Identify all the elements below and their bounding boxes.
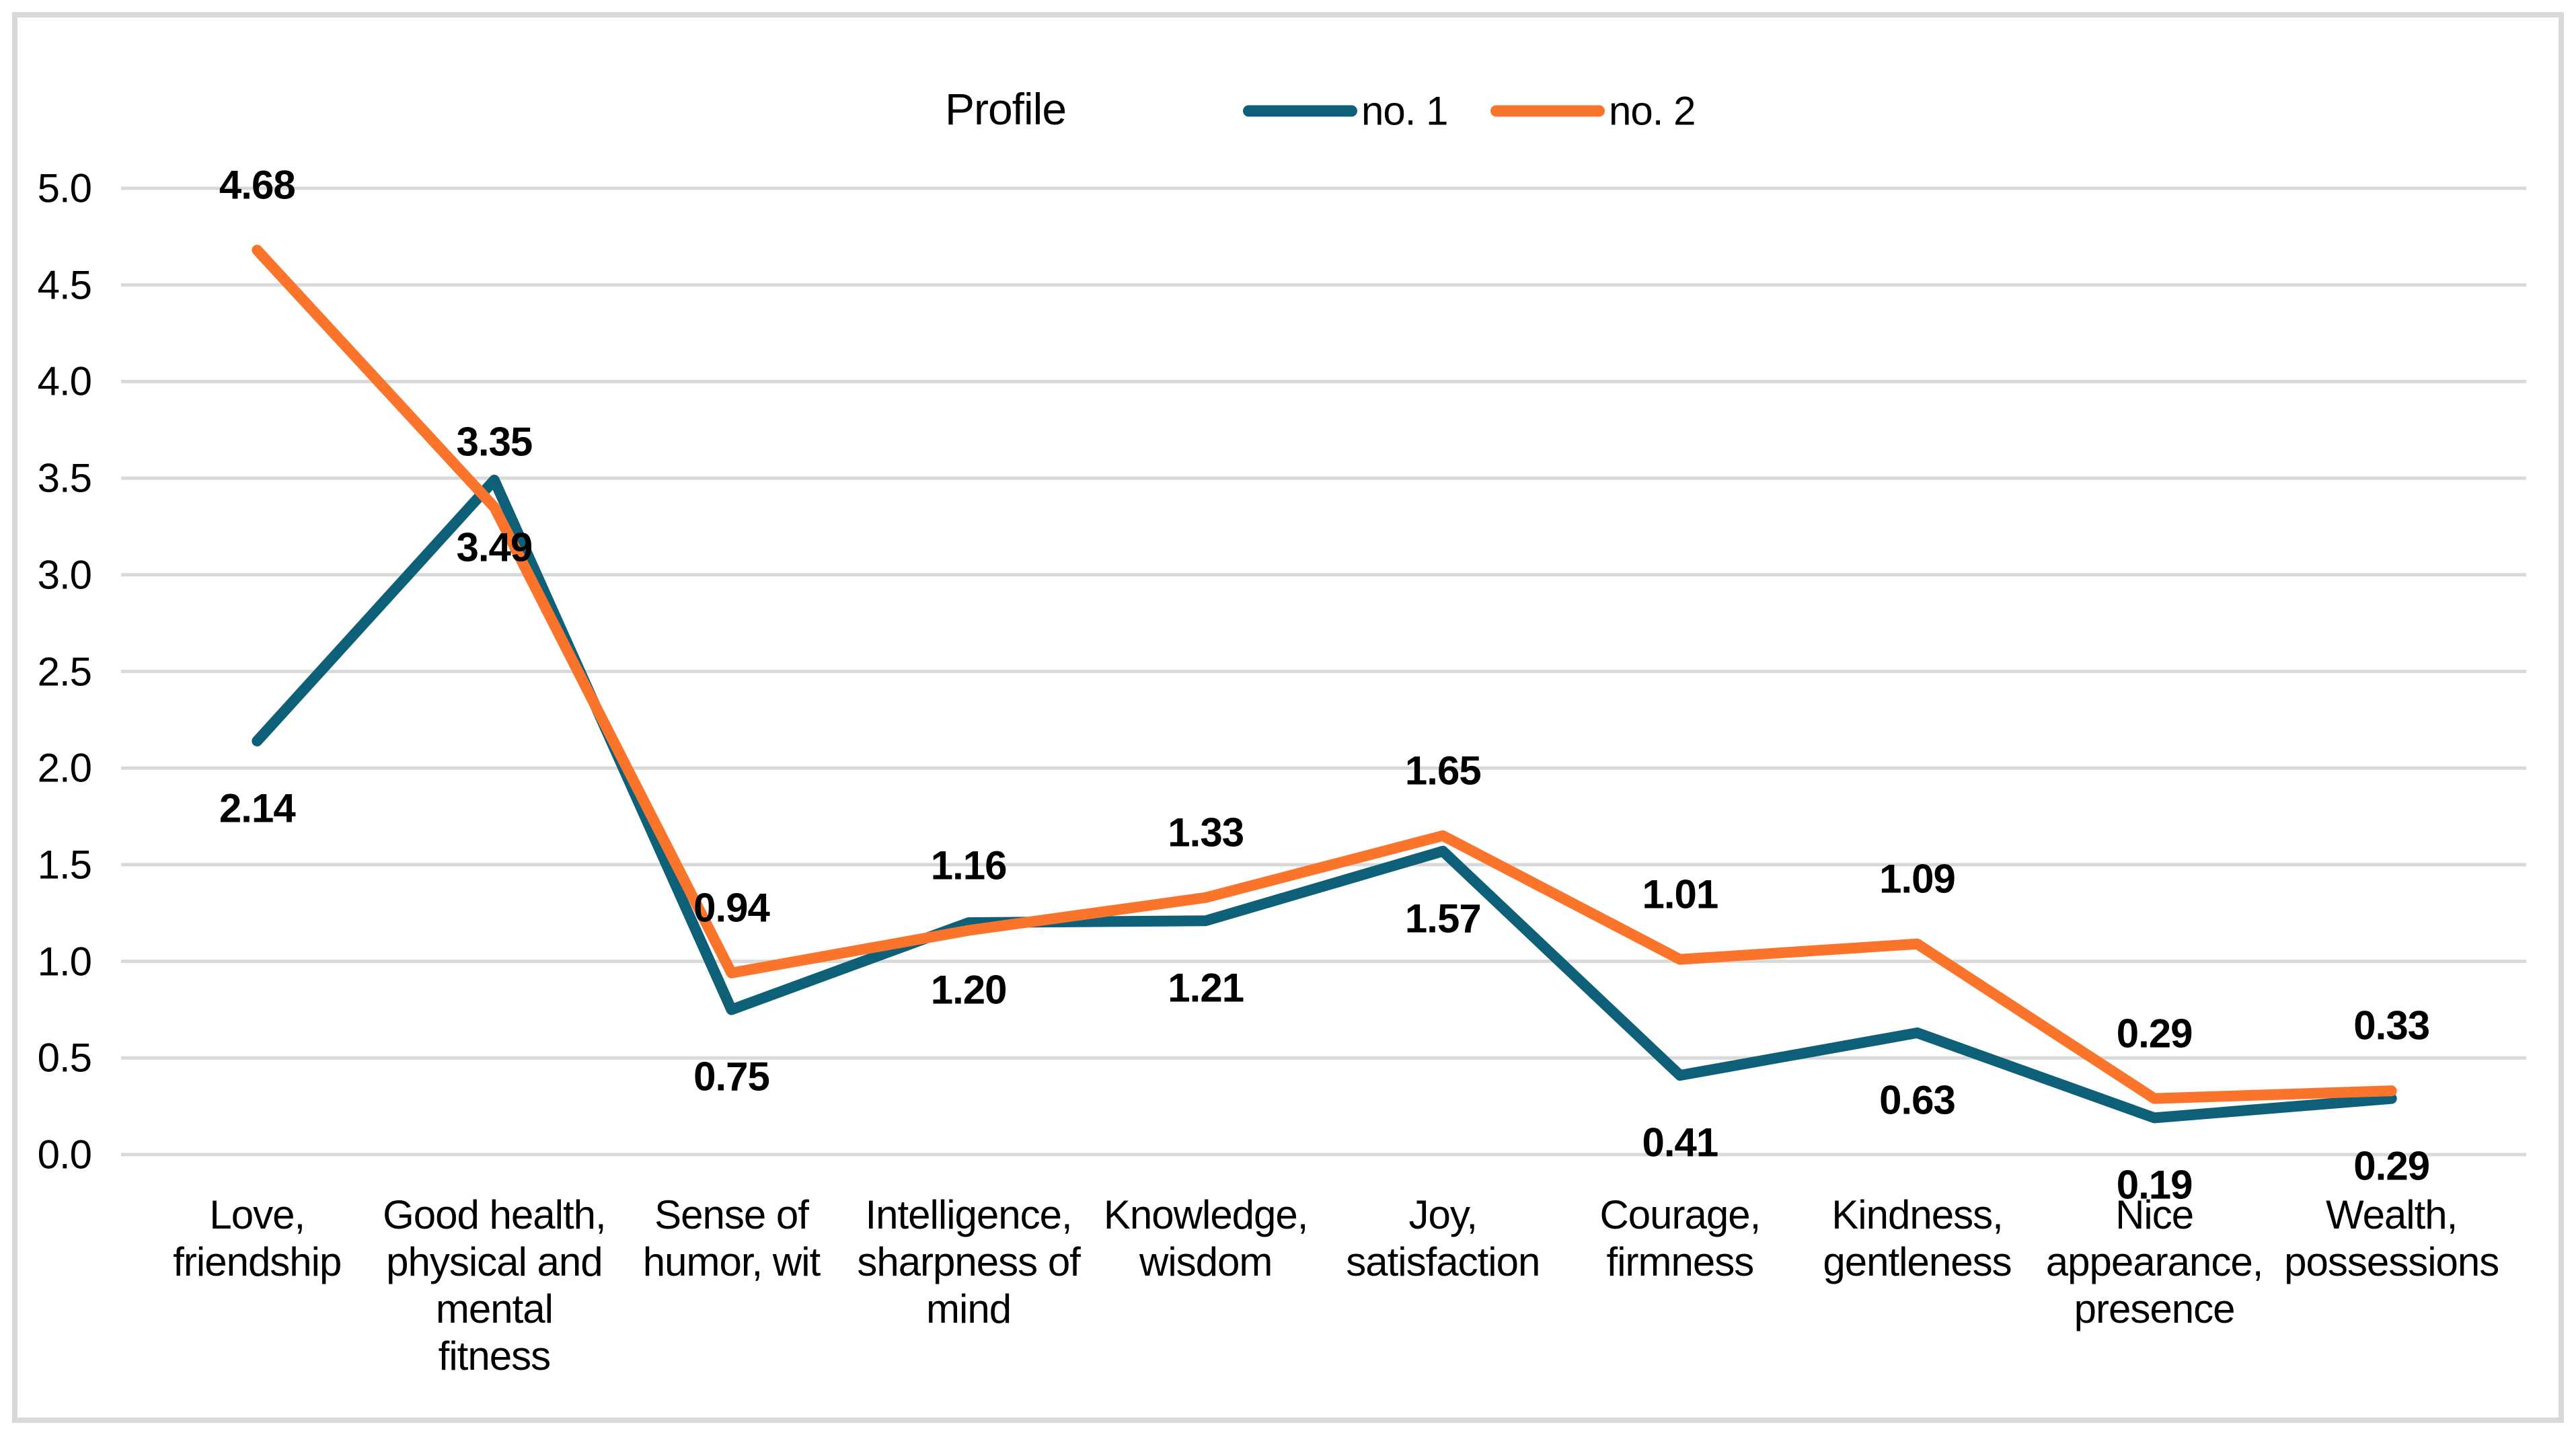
y-axis-tick-label: 3.5 <box>37 455 92 501</box>
data-label-no-2: 1.33 <box>1168 810 1244 855</box>
category-label-line: firmness <box>1606 1239 1755 1284</box>
legend-swatch-no-2-icon <box>1490 105 1605 117</box>
category-label-line: Intelligence, <box>865 1192 1072 1237</box>
category-label-line: Love, <box>209 1192 305 1237</box>
data-label-no-1: 0.63 <box>1879 1077 1956 1123</box>
data-label-no-1: 2.14 <box>219 785 296 831</box>
data-label-no-2: 4.68 <box>219 162 296 208</box>
category-label-line: Sense of <box>654 1192 809 1237</box>
category-label: Intelligence, sharpness of mind <box>857 1192 1081 1333</box>
data-label-no-1: 0.75 <box>693 1054 770 1099</box>
category-label: Joy, satisfaction <box>1346 1192 1540 1286</box>
data-label-no-1: 1.21 <box>1168 965 1244 1011</box>
category-label-line: Good health, <box>383 1192 607 1237</box>
chart-title: Profile <box>944 84 1067 134</box>
y-axis-tick-label: 4.5 <box>37 262 92 308</box>
legend-swatch-no-1-icon <box>1243 105 1357 117</box>
y-axis-tick-label: 5.0 <box>37 165 92 211</box>
legend-label-no-2: no. 2 <box>1609 88 1696 134</box>
data-label-no-2: 0.94 <box>693 885 770 931</box>
category-label-line: presence <box>2074 1286 2236 1331</box>
category-label-line: humor, wit <box>642 1239 821 1284</box>
chart-frame <box>12 12 2564 1423</box>
category-label-line: Courage, <box>1599 1192 1761 1237</box>
data-label-no-2: 1.01 <box>1642 871 1719 917</box>
data-label-no-2: 0.29 <box>2116 1011 2193 1056</box>
category-label: Knowledge, wisdom <box>1103 1192 1309 1286</box>
category-label-line: gentleness <box>1823 1239 2012 1284</box>
data-label-no-2: 0.33 <box>2353 1003 2430 1048</box>
data-label-no-1: 1.57 <box>1404 896 1482 941</box>
category-label-line: Nice <box>2115 1192 2194 1237</box>
category-label-line: wisdom <box>1139 1239 1273 1284</box>
category-label-line: appearance, <box>2045 1239 2264 1284</box>
category-label-line: possessions <box>2284 1239 2499 1284</box>
y-axis-tick-label: 0.0 <box>37 1132 92 1177</box>
category-label-line: fitness <box>438 1333 551 1379</box>
y-axis-tick-label: 0.5 <box>37 1035 92 1081</box>
category-label-line: friendship <box>173 1239 342 1284</box>
y-axis-tick-label: 4.0 <box>37 358 92 404</box>
category-label-line: mind <box>926 1286 1012 1331</box>
category-label: Love, friendship <box>173 1192 342 1286</box>
data-label-no-2: 1.09 <box>1879 856 1956 902</box>
category-label-line: satisfaction <box>1346 1239 1540 1284</box>
category-label: Sense of humor, wit <box>642 1192 821 1286</box>
category-label: Good health, physical and mental fitness <box>383 1192 607 1380</box>
y-axis-tick-label: 1.0 <box>37 939 92 984</box>
category-label-line: sharpness of <box>857 1239 1081 1284</box>
data-label-no-2: 1.16 <box>930 843 1008 888</box>
y-axis-tick-label: 3.0 <box>37 552 92 598</box>
data-label-no-2: 1.65 <box>1404 748 1482 793</box>
y-axis-tick-label: 2.5 <box>37 649 92 694</box>
category-label-line: physical and <box>386 1239 603 1284</box>
series-line-no-2 <box>252 244 2397 1104</box>
legend-label-no-1: no. 1 <box>1361 88 1448 134</box>
data-label-no-1: 0.19 <box>2116 1162 2193 1208</box>
category-label: Kindness, gentleness <box>1823 1192 2012 1286</box>
category-label-line: Kindness, <box>1831 1192 2004 1237</box>
category-label: Courage, firmness <box>1599 1192 1761 1286</box>
data-label-no-1: 0.29 <box>2353 1143 2430 1189</box>
data-label-no-1: 3.49 <box>456 525 533 570</box>
data-label-no-1: 0.41 <box>1642 1120 1719 1165</box>
category-label: Nice appearance, presence <box>2045 1192 2264 1333</box>
category-label: Wealth, possessions <box>2284 1192 2499 1286</box>
category-label-line: Wealth, <box>2326 1192 2458 1237</box>
category-label-line: Joy, <box>1408 1192 1478 1237</box>
data-label-no-2: 3.35 <box>456 419 533 465</box>
y-axis-tick-label: 1.5 <box>37 842 92 888</box>
category-label-line: mental <box>435 1286 554 1331</box>
category-label-line: Knowledge, <box>1103 1192 1309 1237</box>
y-axis-tick-label: 2.0 <box>37 745 92 791</box>
data-label-no-1: 1.20 <box>930 967 1008 1013</box>
